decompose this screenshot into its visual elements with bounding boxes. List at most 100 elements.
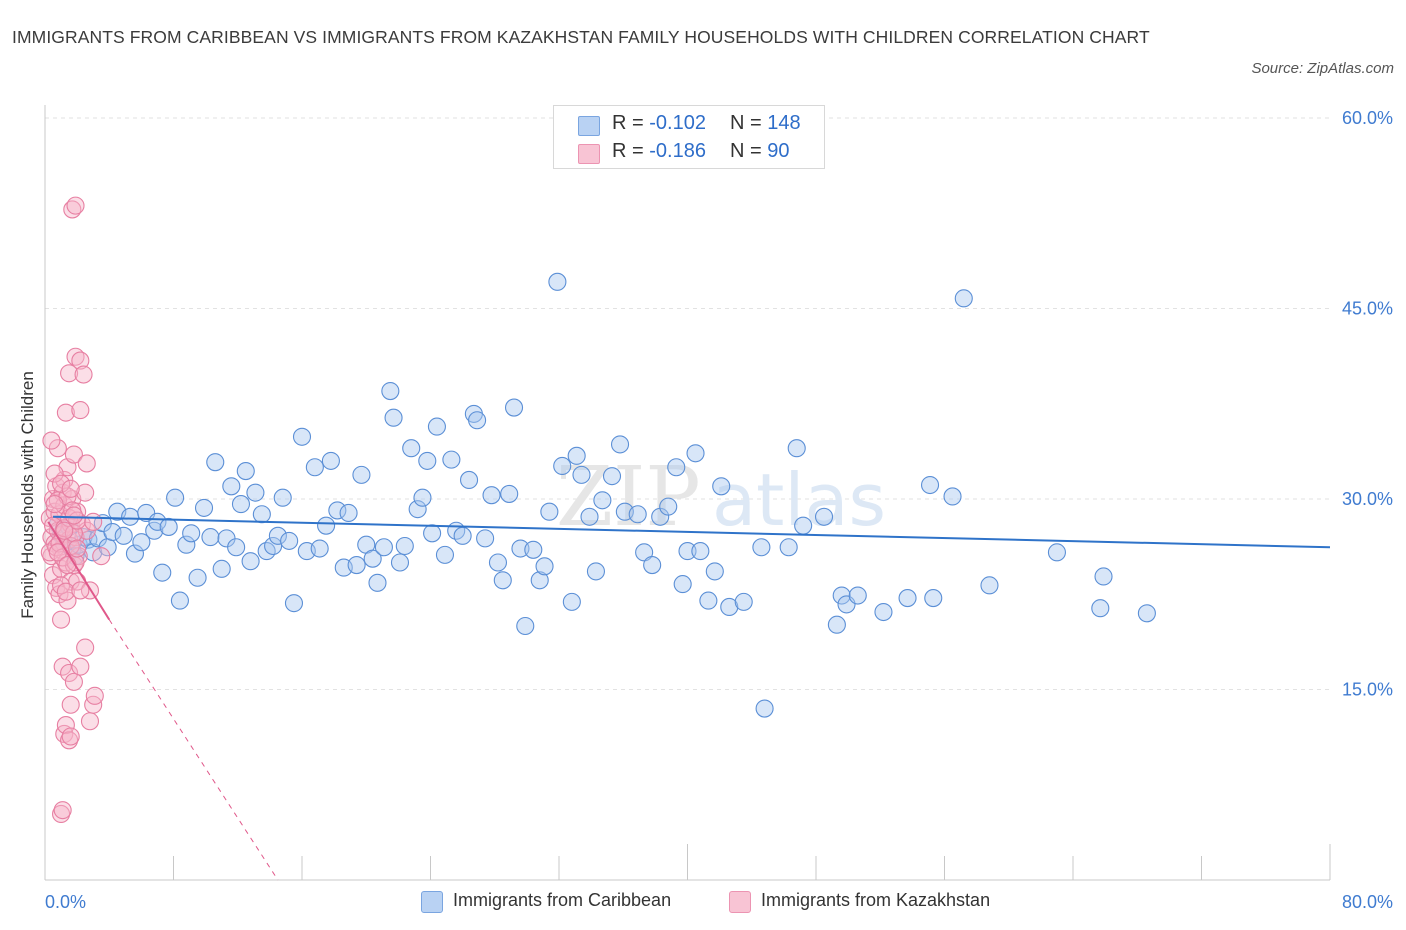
caribbean-point [794, 516, 813, 535]
kazakhstan-legend-label: Immigrants from Kazakhstan [761, 890, 991, 910]
caribbean-point [206, 453, 225, 472]
caribbean-point [734, 592, 753, 611]
caribbean-point [562, 592, 581, 611]
caribbean-point [284, 594, 304, 613]
kazakhstan-point [84, 512, 103, 531]
caribbean-point [504, 398, 524, 417]
caribbean-point [201, 528, 220, 547]
caribbean-point [212, 559, 231, 578]
caribbean-point [317, 516, 336, 535]
kazakhstan-point [56, 403, 75, 422]
caribbean-point [553, 456, 572, 476]
caribbean-point [194, 498, 214, 517]
caribbean-point [418, 451, 437, 470]
caribbean-point [628, 505, 647, 524]
n-label: N = [730, 112, 762, 134]
kazakhstan-point [64, 445, 83, 464]
caribbean-point [363, 549, 382, 568]
caribbean-point [567, 446, 586, 465]
y-tick-label: 45.0% [1342, 299, 1393, 319]
kazakhstan-point [61, 479, 80, 498]
caribbean-point [148, 512, 167, 531]
axes [44, 105, 1331, 881]
caribbean-point [924, 589, 943, 608]
kazakhstan-point [60, 364, 79, 383]
caribbean-point [586, 562, 605, 581]
caribbean-point [468, 411, 487, 430]
caribbean-point [310, 539, 329, 558]
caribbean-point [241, 552, 260, 571]
tick-labels: 15.0% 30.0% 45.0% 60.0% 0.0% 80.0% [45, 108, 1393, 912]
kazakhstan-point [74, 365, 93, 384]
caribbean-point [125, 544, 144, 563]
chart-title: IMMIGRANTS FROM CARIBBEAN VS IMMIGRANTS … [12, 27, 1150, 47]
caribbean-point [511, 539, 530, 558]
r-label: R = [612, 112, 644, 134]
caribbean-point [374, 538, 393, 557]
caribbean-point [159, 517, 178, 536]
caribbean-point [1094, 567, 1113, 586]
kazakhstan-point [71, 581, 90, 600]
caribbean-point [132, 533, 151, 552]
caribbean-legend-label: Immigrants from Caribbean [453, 890, 672, 910]
caribbean-point [170, 591, 189, 610]
caribbean-swatch [578, 116, 600, 136]
kazakhstan-trend-line [47, 521, 111, 621]
kazakhstan-point [56, 716, 75, 735]
caribbean-point [593, 491, 612, 510]
x-tick-label-max: 80.0% [1342, 892, 1393, 912]
caribbean-point [848, 586, 867, 605]
caribbean-point [920, 475, 940, 495]
caribbean-point [435, 545, 455, 564]
caribbean-point [227, 538, 246, 557]
kazakhstan-point [66, 196, 85, 215]
caribbean-point [188, 568, 207, 587]
caribbean-point [659, 497, 678, 516]
kazakhstan-point [58, 555, 77, 575]
caribbean-point [535, 557, 554, 576]
caribbean-point [530, 571, 549, 590]
kazakhstan-point [42, 431, 61, 450]
caribbean-point [572, 465, 591, 484]
caribbean-point [787, 439, 806, 458]
caribbean-point [264, 536, 283, 556]
caribbean-point [540, 502, 559, 521]
r-value-kazakhstan: -0.186 [649, 140, 706, 162]
kazakhstan-point [52, 474, 71, 493]
kazakhstan-point [80, 712, 100, 731]
caribbean-point [1137, 604, 1156, 623]
caribbean-point [427, 417, 446, 436]
caribbean-point [580, 507, 599, 526]
caribbean-point [832, 586, 851, 605]
caribbean-point [352, 465, 371, 484]
caribbean-point [121, 507, 140, 526]
kazakhstan-point [64, 672, 83, 691]
caribbean-point [954, 289, 973, 308]
caribbean-point [231, 495, 251, 514]
kazakhstan-point [64, 506, 83, 525]
kazakhstan-trend-extension [108, 619, 279, 881]
trend-lines [47, 515, 1331, 881]
kazakhstan-point [76, 638, 95, 657]
watermark-atlas: atlas [712, 458, 886, 542]
caribbean-point [500, 484, 519, 503]
caribbean-point [752, 538, 771, 557]
caribbean-point [321, 451, 340, 470]
caribbean-point [476, 529, 495, 548]
caribbean-point [395, 536, 414, 556]
caribbean-legend-swatch [421, 891, 443, 913]
kazakhstan-point [61, 727, 80, 746]
kazakhstan-point [45, 495, 64, 514]
n-label: N = [730, 140, 762, 162]
kazakhstan-point [71, 657, 90, 676]
correlation-legend: R = -0.102 N = 148 R = -0.186 N = 90 [553, 105, 825, 169]
caribbean-point [384, 408, 403, 427]
kazakhstan-point [52, 610, 71, 629]
caribbean-point [898, 589, 917, 608]
caribbean-point [712, 477, 731, 496]
caribbean-point [280, 531, 299, 550]
caribbean-point [493, 571, 512, 590]
caribbean-point [246, 483, 265, 502]
y-tick-label: 60.0% [1342, 108, 1393, 128]
kazakhstan-point [56, 582, 75, 601]
